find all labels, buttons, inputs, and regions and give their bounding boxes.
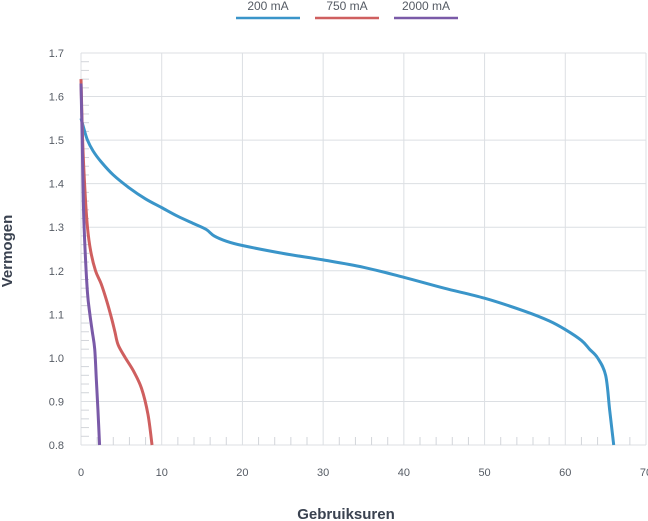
y-tick-label-1: 0.9 [49,396,64,408]
y-tick-label-9: 1.7 [49,48,64,60]
x-tick-labels: 0 10 20 30 40 50 60 70 [78,467,648,479]
legend-label: 200 mA [247,0,288,13]
y-tick-label-8: 1.6 [49,92,64,104]
x-tick-label-1: 10 [156,467,168,479]
x-tick-label-2: 20 [236,467,248,479]
legend-item-2000-ma: 2000 mA [394,0,458,20]
y-tick-labels: 0.8 0.9 1.0 1.1 1.2 1.3 1.4 1.5 1.6 1.7 [49,48,64,452]
y-axis-label: Vermogen [0,215,16,288]
y-tick-label-6: 1.4 [49,179,64,191]
minor-ticks [81,61,631,445]
legend: 200 mA 750 mA 2000 mA [236,0,458,20]
y-tick-label-4: 1.2 [49,266,64,278]
series-line-750-ma [79,79,154,446]
series-layer [79,79,616,446]
legend-label: 750 mA [326,0,367,13]
x-tick-label-3: 30 [317,467,329,479]
grid [80,52,647,446]
y-tick-label-3: 1.1 [49,309,64,321]
y-tick-label-2: 1.0 [49,353,64,365]
x-axis-label: Gebruiksuren [297,506,395,521]
y-tick-label-0: 0.8 [49,440,64,452]
series-line-200-ma [79,117,616,446]
x-tick-label-4: 40 [398,467,410,479]
series-line-2000-ma [79,83,102,446]
x-tick-label-6: 60 [559,467,571,479]
x-tick-label-7: 70 [640,467,648,479]
legend-label: 2000 mA [402,0,450,13]
y-tick-label-7: 1.5 [49,135,64,147]
x-tick-label-0: 0 [78,467,84,479]
x-tick-label-5: 50 [478,467,490,479]
y-tick-label-5: 1.3 [49,222,64,234]
legend-item-750-ma: 750 mA [315,0,379,20]
legend-item-200-ma: 200 mA [236,0,300,20]
